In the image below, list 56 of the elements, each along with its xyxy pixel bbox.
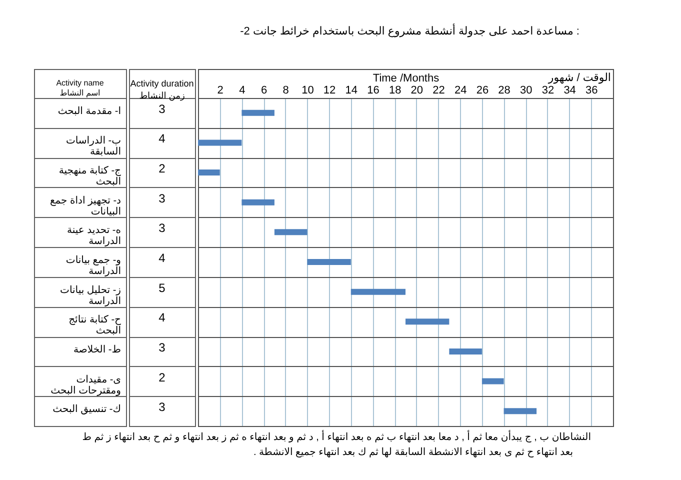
bar — [406, 318, 450, 325]
bar — [350, 288, 406, 295]
y-tick-label: ج- كتابة منهجية البحث — [58, 166, 122, 188]
text: الوقت / شهور — [547, 72, 611, 84]
y-tick-label: ى- مقيدات ومقترحات البحث — [50, 374, 122, 396]
data-label: 2 — [158, 370, 166, 384]
data-label: 4 — [158, 310, 166, 325]
bar — [198, 140, 242, 146]
bar — [307, 259, 351, 265]
data-label: 5 — [158, 280, 166, 295]
data-label: 3 — [158, 400, 166, 414]
data-label: 2 — [158, 162, 166, 176]
data-label: 4 — [158, 132, 166, 146]
x-tick-label: 22 — [432, 84, 445, 96]
x-tick-label: 16 — [367, 84, 380, 96]
chart-title: -2 مساعدة احمد على جدولة أنشطة مشروع البحث باستخدام خرائط جانت : — [240, 24, 580, 38]
x-tick-label: 10 — [302, 84, 314, 96]
x-tick-label: 4 — [239, 84, 246, 96]
x-tick-label: 28 — [498, 84, 510, 96]
data-label: 3 — [158, 340, 166, 354]
x-tick-label: 6 — [260, 84, 268, 96]
data-label: 4 — [158, 251, 166, 265]
y-tick-label: ط- الخلاصة — [74, 344, 121, 356]
y-tick-label: ه- تحديد عينة الدراسة — [66, 225, 121, 248]
x-axis-title: Time /Months — [372, 72, 440, 84]
y-tick-label: ح- كتابة نتائج البحث — [68, 314, 122, 337]
x-tick-label: 30 — [520, 84, 532, 96]
bar — [274, 229, 308, 236]
data-label: 3 — [158, 102, 166, 116]
data-label: 3 — [158, 221, 166, 236]
x-tick-label: 8 — [282, 84, 289, 96]
x-tick-label: 2 — [217, 84, 224, 96]
bar — [198, 170, 220, 176]
x-tick-label: 34 — [564, 84, 576, 96]
bar — [242, 199, 274, 206]
x-tick-label: 12 — [323, 84, 336, 96]
y-tick-label: ا- مقدمة البحث — [58, 106, 121, 117]
x-tick-label: 24 — [454, 84, 467, 96]
y-tick-label: و- جمع بيانات الدراسة — [66, 255, 122, 277]
bar — [504, 408, 537, 414]
data-label: 3 — [158, 191, 166, 206]
x-tick-label: 14 — [345, 84, 358, 96]
text: النشاطان ب , ج يبدأن معا ثم أ , د معا بعد انتهاء ب ثم ه بعد انتهاء أ , د ثم و بعد انتهاء ه ثم ز بعد انتهاء و ثم ح بعد انتهاء ز ثم ط — [82, 430, 591, 443]
y-tick-label: د- تجهيز اداة جمع البيانات — [50, 195, 121, 218]
y-tick-label: ب- الدراسات السابقة — [66, 136, 121, 158]
text: . بعد انتهاء ح ثم ى بعد انتهاء الانشطة السابقة لها ثم ك بعد انتهاء جميع الانشطة — [253, 447, 573, 458]
bar — [242, 110, 274, 116]
x-tick-label: 20 — [410, 84, 424, 96]
x-tick-label: 36 — [586, 84, 598, 96]
x-tick-label: 32 — [542, 84, 554, 96]
y-tick-label: ز- تحليل بيانات الدراسة — [60, 284, 122, 307]
bar — [482, 378, 504, 384]
x-tick-label: 18 — [388, 84, 402, 96]
bar — [449, 348, 482, 354]
y-tick-label: ك- تنسيق البحث — [52, 404, 121, 416]
x-tick-label: 26 — [476, 84, 489, 96]
